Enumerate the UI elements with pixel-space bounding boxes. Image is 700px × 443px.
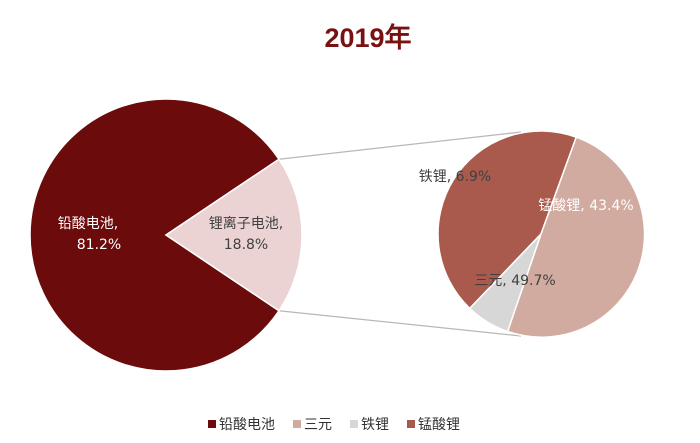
legend: 铅酸电池 三元 铁锂 锰酸锂 [208, 417, 460, 433]
data-label-lead-acid-value: 81.2% [77, 237, 121, 253]
chart-title: 2019年 [324, 22, 411, 53]
legend-swatch-lmo [407, 420, 415, 428]
connector-lines [278, 131, 522, 337]
legend-label-ternary: 三元 [304, 417, 332, 433]
legend-swatch-lead-acid [208, 420, 216, 428]
pie-slice-lfp [468, 233, 542, 333]
pie-slice-lead-acid [29, 98, 281, 372]
data-label-lead-acid-name: 铅酸电池, [58, 216, 118, 232]
legend-label-lfp: 铁锂 [361, 417, 389, 433]
data-label-lfp: 铁锂, 6.9% [419, 169, 491, 185]
main-pie [29, 98, 303, 372]
legend-swatch-lfp [350, 420, 358, 428]
data-label-lmo: 锰酸锂, 43.4% [538, 198, 633, 214]
legend-label-lead-acid: 铅酸电池 [219, 417, 275, 433]
connector-line-bottom [278, 310, 522, 337]
pie-slice-ternary [506, 136, 646, 338]
data-label-lithium-ion-value: 18.8% [224, 237, 268, 253]
pie-slice-lmo [437, 130, 578, 310]
pie-slice-lithium-ion [164, 158, 303, 312]
legend-label-lmo: 锰酸锂 [418, 417, 460, 433]
data-label-lithium-ion-name: 锂离子电池, [209, 215, 283, 232]
sub-pie [437, 130, 646, 338]
data-label-ternary: 三元, 49.7% [474, 273, 555, 289]
connector-line-top [278, 131, 522, 160]
legend-swatch-ternary [293, 420, 301, 428]
